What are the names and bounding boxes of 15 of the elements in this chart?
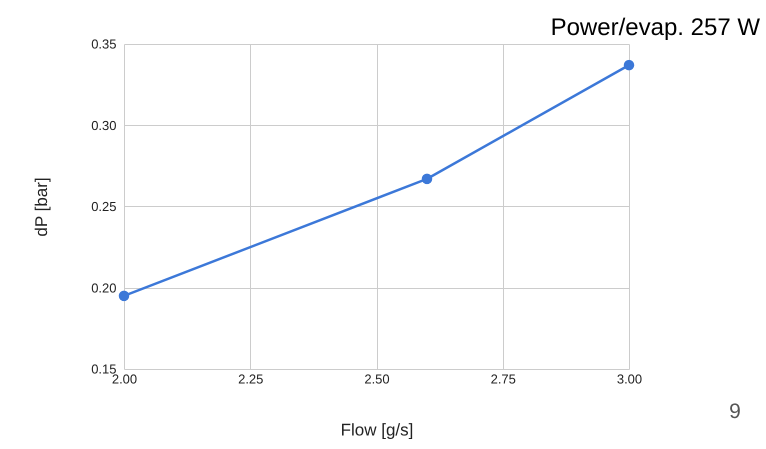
y-tick-label: 0.35 <box>91 36 116 52</box>
text: Power/evap. 257 W <box>550 14 760 41</box>
x-tick-label: 2.25 <box>238 372 264 386</box>
x-tick-label: 3.00 <box>616 372 642 386</box>
y-axis-title: dP [bar] <box>32 177 52 237</box>
text: 9 <box>729 400 741 423</box>
point <box>422 174 432 184</box>
y-tick-label: 0.20 <box>91 280 116 296</box>
x-tick-label: 2.75 <box>490 372 516 386</box>
y-tick-label: 0.30 <box>91 118 116 133</box>
point <box>118 290 130 302</box>
y-tick-label: 0.25 <box>91 199 116 214</box>
point <box>624 60 634 70</box>
x-axis-title: Flow [g/s] <box>340 420 414 440</box>
x-tick-label: 2.50 <box>364 372 390 386</box>
